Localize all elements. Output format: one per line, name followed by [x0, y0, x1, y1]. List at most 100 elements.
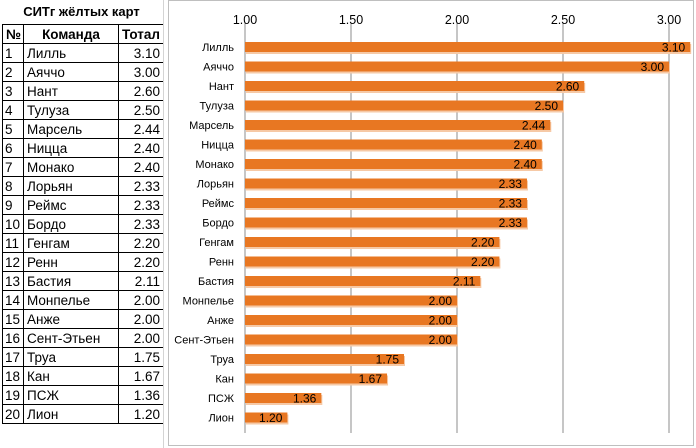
bar: [245, 373, 388, 384]
row-team: Монако: [23, 157, 119, 177]
row-total: 2.33: [118, 214, 164, 234]
bar: [245, 354, 404, 364]
x-tick-label: 1.00: [233, 13, 257, 27]
row-number: 4: [2, 100, 24, 120]
row-team: Лилль: [23, 43, 119, 63]
category-label: Бордо: [202, 218, 234, 230]
table-row: 4 Тулуза 2.50: [2, 100, 164, 120]
row-number: 8: [2, 176, 24, 196]
header-num: №: [2, 24, 24, 44]
bar: [245, 178, 527, 189]
bar: [245, 334, 457, 345]
bar: [245, 256, 500, 267]
category-label: Лион: [208, 413, 234, 425]
table-row: 12 Ренн 2.20: [2, 252, 164, 272]
data-label: 3.00: [641, 60, 665, 74]
category-label: Монако: [195, 159, 234, 171]
row-number: 18: [2, 366, 24, 386]
row-total: 1.36: [118, 385, 164, 405]
row-total: 2.00: [118, 290, 164, 310]
row-total: 3.10: [118, 43, 164, 63]
row-number: 12: [2, 252, 24, 272]
table-row: 19 ПСЖ 1.36: [2, 385, 164, 405]
row-total: 1.67: [118, 366, 164, 386]
row-number: 17: [2, 347, 24, 367]
category-label: Реймс: [202, 198, 235, 210]
category-label: Лорьян: [197, 179, 234, 191]
bar: [245, 61, 669, 72]
x-tick-label: 1.50: [339, 13, 363, 27]
row-team: Генгам: [23, 233, 119, 253]
category-label: Кан: [215, 374, 234, 386]
row-total: 2.20: [118, 233, 164, 253]
row-team: Сент-Этьен: [23, 328, 119, 348]
data-label: 2.00: [429, 294, 453, 308]
row-number: 2: [2, 62, 24, 82]
category-label: ПСЖ: [208, 393, 234, 405]
bar: [245, 159, 542, 169]
table-row: 11 Генгам 2.20: [2, 233, 164, 253]
data-labels: 3.10 3.00 2.60 2.50 2.44 2.40 2.40 2.33 2.33 2.33…: [259, 41, 685, 426]
data-label: 2.11: [453, 275, 476, 289]
row-total: 2.00: [118, 309, 164, 329]
row-number: 20: [2, 404, 24, 424]
row-team: Лорьян: [23, 176, 119, 196]
bar: [245, 120, 551, 130]
data-label: 2.33: [499, 177, 523, 191]
bar: [245, 100, 563, 111]
row-total: 1.20: [118, 404, 164, 424]
row-number: 9: [2, 195, 24, 215]
chart-area[interactable]: 1.00 1.50 2.00 2.50 3.00 Лилль Аяччо Нант Тулуз…: [168, 0, 694, 446]
row-team: Ницца: [23, 138, 119, 158]
row-team: Труа: [23, 347, 119, 367]
table-row: 3 Нант 2.60: [2, 81, 164, 101]
data-label: 1.36: [293, 392, 317, 406]
data-label: 2.33: [499, 197, 523, 211]
row-total: 2.50: [118, 100, 164, 120]
x-axis-ticks: 1.00 1.50 2.00 2.50 3.00: [233, 13, 681, 27]
table-row: 6 Ницца 2.40: [2, 138, 164, 158]
row-number: 15: [2, 309, 24, 329]
row-total: 2.33: [118, 176, 164, 196]
table-row: 9 Реймс 2.33: [2, 195, 164, 215]
table-title: СИТг жёлтых карт: [23, 4, 140, 19]
bar: [245, 198, 527, 208]
row-team: Аяччо: [23, 62, 119, 82]
row-total: 2.40: [118, 157, 164, 177]
row-team: Кан: [23, 366, 119, 386]
bar: [245, 81, 585, 91]
data-label: 3.10: [662, 41, 686, 55]
row-number: 1: [2, 43, 24, 63]
row-number: 3: [2, 81, 24, 101]
header-team: Команда: [23, 24, 119, 44]
row-team: Тулуза: [23, 100, 119, 120]
sheet-column-gap: [163, 0, 170, 448]
category-label: Марсель: [189, 120, 234, 132]
table-row: 13 Бастия 2.11: [2, 271, 164, 291]
table-row: 10 Бордо 2.33: [2, 214, 164, 234]
row-team: Ренн: [23, 252, 119, 272]
data-label: 1.67: [359, 372, 383, 386]
row-total: 2.60: [118, 81, 164, 101]
table-row: 15 Анже 2.00: [2, 309, 164, 329]
bar: [245, 237, 500, 247]
y-axis-categories: Лилль Аяччо Нант Тулуза Марсель Ницца Монако Ло…: [174, 42, 235, 425]
bar: [245, 412, 288, 423]
row-number: 13: [2, 271, 24, 291]
bar: [245, 295, 457, 306]
table-row: 7 Монако 2.40: [2, 157, 164, 177]
data-label: 2.40: [513, 158, 537, 172]
category-label: Лилль: [202, 42, 234, 54]
row-total: 2.11: [118, 271, 164, 291]
data-label: 2.40: [513, 138, 537, 152]
category-label: Бастия: [198, 276, 234, 288]
row-total: 1.75: [118, 347, 164, 367]
table-row: 5 Марсель 2.44: [2, 119, 164, 139]
row-total: 2.44: [118, 119, 164, 139]
table-row: 1 Лилль 3.10: [2, 43, 164, 63]
row-number: 19: [2, 385, 24, 405]
category-label: Монпелье: [183, 296, 234, 308]
data-label: 2.44: [522, 119, 546, 133]
data-label: 1.75: [376, 353, 400, 367]
row-total: 2.33: [118, 195, 164, 215]
